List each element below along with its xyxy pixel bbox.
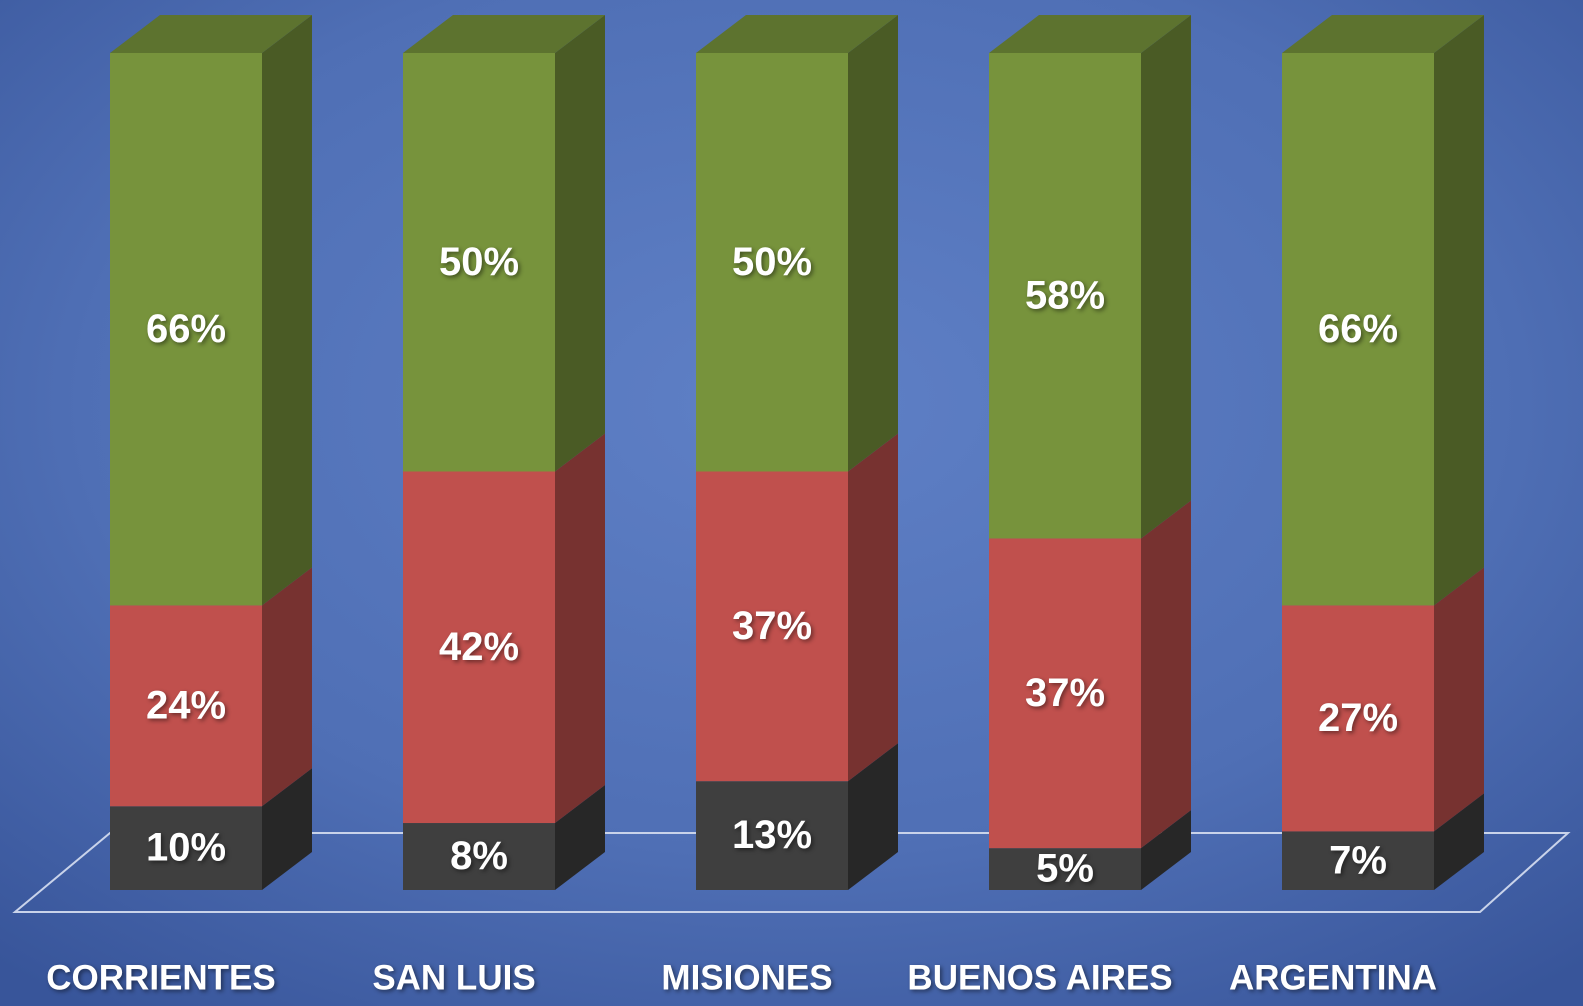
- bar-side: [848, 743, 898, 890]
- bar-segment: [403, 471, 555, 824]
- bar-side: [555, 785, 605, 890]
- bar-side: [848, 15, 898, 472]
- bar-segment: [989, 848, 1141, 890]
- bar-segment: [1282, 831, 1434, 890]
- bar-segment: [1282, 53, 1434, 606]
- value-label: 8%: [450, 834, 508, 878]
- bar-side: [1434, 15, 1484, 606]
- bar-segment: [110, 806, 262, 890]
- bar-top: [696, 15, 898, 53]
- value-label: 13%: [732, 813, 812, 857]
- bar-segment: [696, 471, 848, 782]
- bar-side: [1141, 15, 1191, 539]
- bar-side: [262, 15, 312, 606]
- category-label: MISIONES: [661, 958, 832, 997]
- value-label: 27%: [1318, 696, 1398, 740]
- bar-side: [1434, 793, 1484, 890]
- value-label: 5%: [1036, 847, 1094, 891]
- bar-top: [1282, 15, 1484, 53]
- bar-segment: [110, 605, 262, 807]
- value-label: 58%: [1025, 273, 1105, 317]
- bar-side: [555, 433, 605, 824]
- bar-segment: [1282, 605, 1434, 832]
- bar-segment: [989, 53, 1141, 539]
- value-label: 66%: [146, 307, 226, 351]
- bar-segment: [403, 823, 555, 890]
- bar-top: [403, 15, 605, 53]
- value-label: 37%: [1025, 671, 1105, 715]
- bar-side: [1434, 567, 1484, 832]
- bar-side: [1141, 500, 1191, 849]
- category-label: SAN LUIS: [372, 958, 535, 997]
- bar-segment: [989, 538, 1141, 849]
- value-label: 7%: [1329, 838, 1387, 882]
- bar-segment: [110, 53, 262, 606]
- value-label: 50%: [732, 240, 812, 284]
- bar-segment: [696, 53, 848, 472]
- bar-side: [848, 433, 898, 782]
- value-label: 42%: [439, 625, 519, 669]
- category-label: BUENOS AIRES: [907, 958, 1172, 997]
- bar-top: [989, 15, 1191, 53]
- bar-side: [555, 15, 605, 472]
- bar-segment: [403, 53, 555, 472]
- value-label: 50%: [439, 240, 519, 284]
- bar-segment: [696, 781, 848, 890]
- bar-side: [1141, 810, 1191, 890]
- value-label: 66%: [1318, 307, 1398, 351]
- floor: [12, 832, 1571, 913]
- value-label: 10%: [146, 826, 226, 870]
- bar-side: [262, 567, 312, 807]
- bar-top: [110, 15, 312, 53]
- value-label: 24%: [146, 683, 226, 727]
- value-label: 37%: [732, 604, 812, 648]
- category-label: ARGENTINA: [1229, 958, 1437, 997]
- bar-side: [262, 768, 312, 890]
- category-label: CORRIENTES: [46, 958, 275, 997]
